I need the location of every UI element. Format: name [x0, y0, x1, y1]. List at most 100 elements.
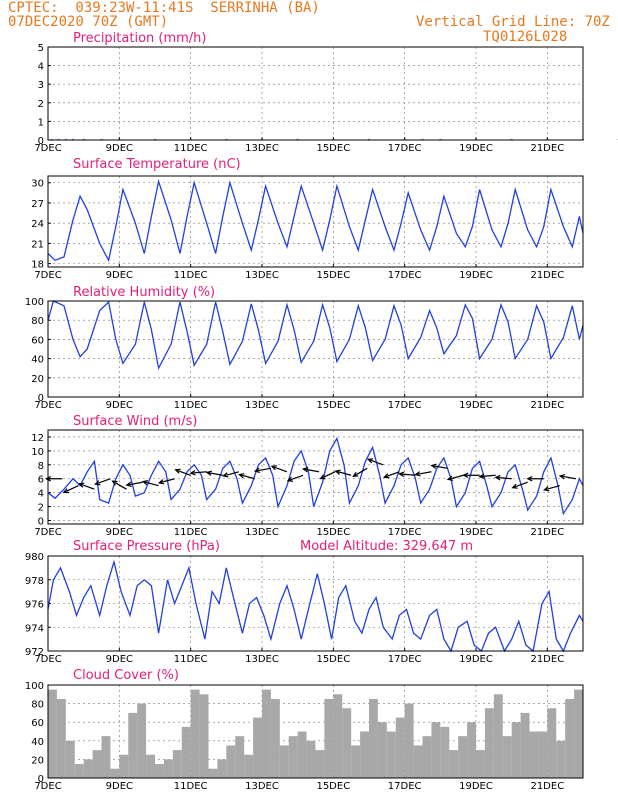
y-tick-label: 972 — [25, 647, 44, 658]
x-tick-label: 21DEC — [530, 781, 564, 792]
wind-arrow — [79, 483, 95, 490]
cloud-cover-bar — [270, 698, 280, 778]
x-tick-label: 7DEC — [34, 527, 61, 538]
wind-arrow — [95, 478, 111, 485]
x-tick-label: 17DEC — [388, 654, 422, 665]
cloud-cover-bar — [128, 712, 138, 778]
x-tick-label: 19DEC — [459, 527, 493, 538]
cloud-cover-bar — [92, 750, 102, 778]
y-tick-label: 0 — [38, 136, 44, 147]
y-tick-label: 24 — [31, 219, 44, 230]
cloud-cover-bar — [172, 750, 182, 778]
x-tick-label: 11DEC — [174, 527, 208, 538]
x-tick-label: 11DEC — [174, 143, 208, 154]
x-tick-label: 13DEC — [245, 654, 279, 665]
series-line — [47, 436, 584, 516]
wind-arrow — [399, 473, 416, 476]
x-tick-label: 15DEC — [316, 781, 350, 792]
panel-frame — [47, 684, 584, 779]
cloud-cover-bar — [190, 689, 200, 778]
y-tick-label: 12 — [31, 433, 44, 444]
cloud-cover-bar — [529, 731, 539, 778]
wind-arrow — [255, 467, 272, 472]
cloud-cover-bar — [502, 736, 512, 778]
wind-arrow — [190, 471, 207, 474]
cloud-cover-bar — [315, 750, 325, 778]
cloud-cover-bar — [342, 708, 352, 778]
wind-arrow — [368, 458, 384, 466]
cloud-cover-bar — [199, 694, 209, 778]
cloud-cover-bar — [235, 736, 245, 778]
y-tick-label: 40 — [31, 737, 44, 748]
x-tick-label: 7DEC — [34, 781, 61, 792]
cloud-cover-bar — [386, 731, 396, 778]
y-tick-label: 4 — [38, 489, 44, 500]
wind-arrow-head — [478, 473, 485, 479]
cloud-cover-bar — [422, 736, 432, 778]
header-station: CPTEC: 039:23W-11:41S SERRINHA (BA) — [8, 0, 320, 16]
series-line — [47, 559, 584, 653]
cloud-cover-bar — [556, 740, 566, 778]
cloud-cover-bar — [297, 731, 307, 778]
panel-title: Surface Pressure (hPa) — [73, 539, 220, 554]
wind-arrow-head — [238, 473, 245, 479]
x-tick-label: 17DEC — [388, 400, 422, 411]
cloud-cover-bar — [110, 768, 120, 778]
cloud-cover-bar — [404, 703, 414, 778]
y-tick-label: 10 — [31, 447, 44, 458]
series-line — [47, 300, 584, 371]
wind-arrow-head — [253, 467, 261, 474]
cloud-cover-bar — [253, 717, 262, 778]
x-tick-label: 15DEC — [316, 143, 350, 154]
cloud-cover-bar — [395, 717, 405, 778]
x-tick-label: 9DEC — [106, 270, 133, 281]
y-tick-label: 0 — [38, 393, 44, 404]
panel-title: Precipitation (mm/h) — [73, 31, 206, 46]
cloud-cover-bar — [565, 698, 575, 778]
panel-title: Cloud Cover (%) — [73, 668, 179, 683]
x-tick-label: 19DEC — [459, 654, 493, 665]
x-tick-label: 17DEC — [388, 270, 422, 281]
panel-title: Relative Humidity (%) — [73, 285, 215, 300]
wind-arrow — [512, 481, 528, 489]
cloud-cover-bar — [48, 689, 57, 778]
cloud-cover-bar — [56, 698, 66, 778]
wind-arrow-head — [319, 474, 326, 480]
cloud-cover-bar — [467, 722, 476, 778]
y-tick-label: 100 — [25, 297, 44, 308]
wind-arrow — [63, 485, 79, 494]
y-tick-label: 1 — [38, 117, 44, 128]
wind-arrow — [126, 481, 143, 486]
wind-arrow-head — [222, 472, 229, 478]
y-tick-label: 21 — [31, 239, 44, 250]
x-tick-label: 13DEC — [245, 400, 279, 411]
wind-arrow — [112, 480, 127, 490]
wind-arrow — [495, 476, 512, 480]
wind-arrow — [142, 480, 159, 487]
x-tick-label: 11DEC — [174, 270, 208, 281]
y-tick-label: 80 — [31, 316, 44, 327]
wind-arrow — [335, 470, 352, 476]
wind-arrow — [431, 464, 448, 469]
cloud-cover-bar — [574, 689, 583, 778]
cloud-cover-bar — [262, 689, 271, 778]
wind-arrow-head — [44, 476, 52, 482]
cloud-cover-bar — [155, 764, 164, 778]
cloud-cover-bar — [484, 708, 494, 778]
y-tick-label: 8 — [38, 461, 44, 472]
x-tick-label: 17DEC — [388, 143, 422, 154]
wind-arrow — [223, 471, 239, 477]
x-tick-label: 19DEC — [459, 400, 493, 411]
wind-arrow-head — [78, 482, 85, 488]
panel-frame — [47, 175, 584, 268]
x-tick-label: 7DEC — [34, 654, 61, 665]
wind-arrow — [479, 474, 496, 478]
wind-arrow-head — [526, 476, 533, 482]
x-tick-label: 11DEC — [174, 654, 208, 665]
x-tick-label: 9DEC — [106, 143, 133, 154]
wind-arrow-head — [414, 471, 421, 477]
cloud-cover-bar — [547, 708, 557, 778]
cloud-cover-bar — [476, 750, 485, 778]
header-grid-line: Vertical Grid Line: 70Z — [416, 14, 610, 30]
cloud-cover-bar — [458, 736, 468, 778]
